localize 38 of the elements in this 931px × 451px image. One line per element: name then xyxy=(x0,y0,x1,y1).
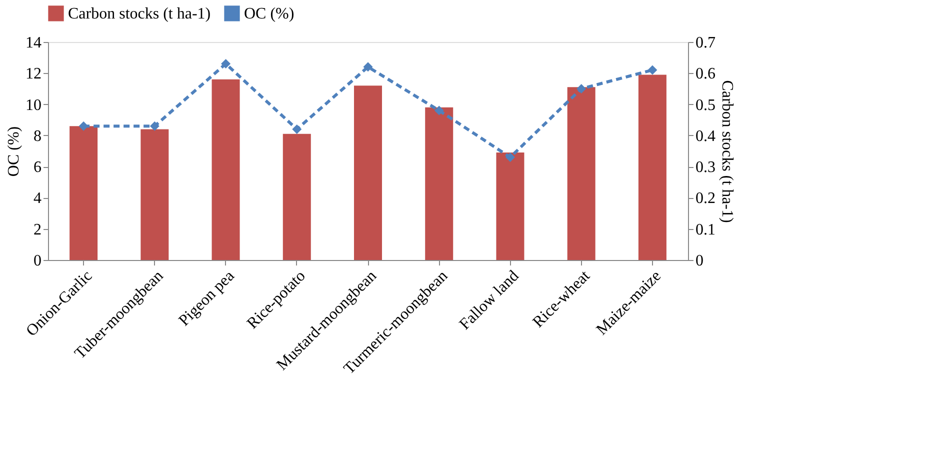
point xyxy=(221,59,231,69)
bar xyxy=(354,86,382,260)
y-tick-label: 10 xyxy=(26,96,42,114)
y2-tick-label: 0.2 xyxy=(696,190,716,208)
point xyxy=(78,121,88,131)
y2-tick-label: 0 xyxy=(696,252,704,270)
point xyxy=(150,121,160,131)
y2-axis-title: Carbon stocks (t ha-1) xyxy=(718,80,736,223)
bar xyxy=(567,87,596,260)
y-tick-label: 6 xyxy=(34,159,42,176)
y-tick-label: 14 xyxy=(26,34,42,52)
point xyxy=(505,152,515,162)
point xyxy=(576,84,586,94)
y-tick-label: 8 xyxy=(34,128,42,145)
bar xyxy=(425,107,454,260)
bar xyxy=(212,79,240,260)
bar xyxy=(638,74,666,260)
y-tick-label: 2 xyxy=(34,221,42,238)
y2-tick-label: 0.6 xyxy=(696,66,716,83)
y2-tick-label: 0.1 xyxy=(696,221,716,238)
legend-label: Carbon stocks (t ha-1) xyxy=(68,5,211,22)
point xyxy=(648,65,658,75)
y2-tick-label: 0.4 xyxy=(696,128,716,145)
point xyxy=(363,62,373,72)
point xyxy=(292,124,302,134)
y-axis-title: OC (%) xyxy=(6,126,22,177)
bar xyxy=(496,152,524,260)
bar xyxy=(140,129,169,260)
point xyxy=(434,106,444,116)
y-tick-label: 0 xyxy=(34,252,42,270)
y2-tick-label: 0.5 xyxy=(696,96,716,114)
legend-label: OC (%) xyxy=(244,5,294,22)
bar xyxy=(70,126,98,260)
bar xyxy=(282,134,311,260)
y-tick-label: 4 xyxy=(34,190,42,208)
y2-tick-label: 0.7 xyxy=(696,34,716,52)
y-tick-label: 12 xyxy=(26,66,42,83)
y2-tick-label: 0.3 xyxy=(696,159,716,176)
